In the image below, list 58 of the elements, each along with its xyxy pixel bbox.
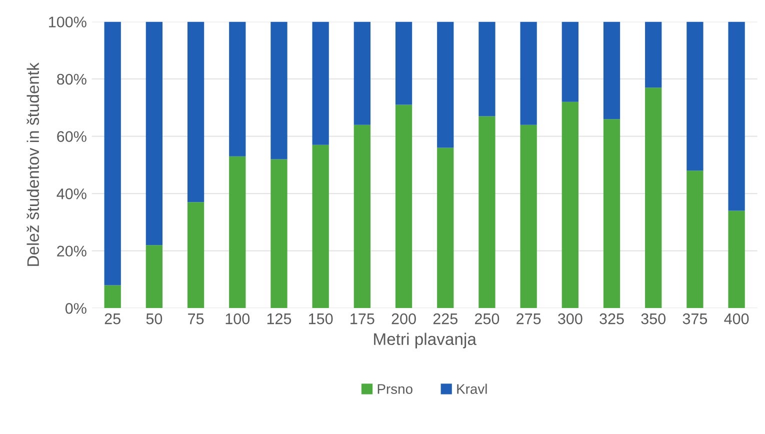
bar (146, 245, 163, 308)
bar (187, 22, 204, 202)
y-tick-label: 0% (65, 303, 86, 314)
x-tick-label: 325 (600, 313, 624, 324)
x-tick-label: 250 (474, 313, 500, 324)
bar (146, 22, 163, 246)
x-tick-label: 25 (104, 313, 120, 324)
bar (312, 22, 329, 145)
x-tick-label: 300 (558, 313, 582, 324)
y-axis-title: Delež študentov in študentk (26, 62, 40, 266)
y-tick-label: 60% (57, 131, 86, 142)
bar (478, 116, 496, 308)
bar (395, 104, 412, 308)
bar (270, 22, 288, 160)
bar (104, 285, 121, 308)
bar (187, 202, 204, 308)
x-tick-label: 75 (188, 314, 204, 324)
bar (686, 22, 704, 171)
y-tick-label: 100% (49, 16, 86, 28)
x-tick-label: 125 (267, 313, 292, 324)
x-tick-label: 225 (433, 313, 458, 324)
bar (312, 144, 329, 308)
bar (562, 102, 578, 308)
x-tick-label: 150 (309, 313, 333, 324)
bar (645, 88, 662, 308)
y-tick-label: 80% (57, 74, 86, 85)
x-tick-label: 400 (724, 313, 749, 324)
bar (728, 22, 745, 211)
x-tick-label: 275 (516, 313, 541, 324)
y-tick-label: 40% (56, 188, 86, 200)
bar (437, 148, 454, 308)
bar (645, 22, 662, 88)
bar (520, 124, 537, 308)
bar (229, 22, 246, 156)
bar (603, 119, 620, 308)
x-tick-label: 200 (392, 313, 416, 324)
legend-label: Kravl (457, 384, 487, 394)
bar (520, 22, 537, 125)
bar (603, 22, 620, 120)
bar (437, 22, 454, 148)
x-tick-label: 175 (350, 314, 374, 324)
x-tick-label: 350 (641, 313, 666, 324)
bar (270, 159, 288, 308)
bar (686, 170, 704, 308)
x-axis-title: Metri plavanja (374, 332, 476, 348)
bar (104, 22, 121, 286)
y-tick-label: 20% (57, 246, 86, 257)
legend-label: Prsno (378, 384, 412, 394)
bar (395, 22, 412, 105)
x-tick-label: 50 (146, 313, 162, 324)
bar (229, 156, 246, 308)
bar (478, 22, 496, 116)
x-tick-label: 375 (682, 313, 708, 324)
x-tick-label: 100 (226, 313, 250, 324)
bar (354, 124, 370, 308)
bar (354, 22, 370, 125)
bar (562, 22, 578, 102)
bar (728, 210, 745, 308)
